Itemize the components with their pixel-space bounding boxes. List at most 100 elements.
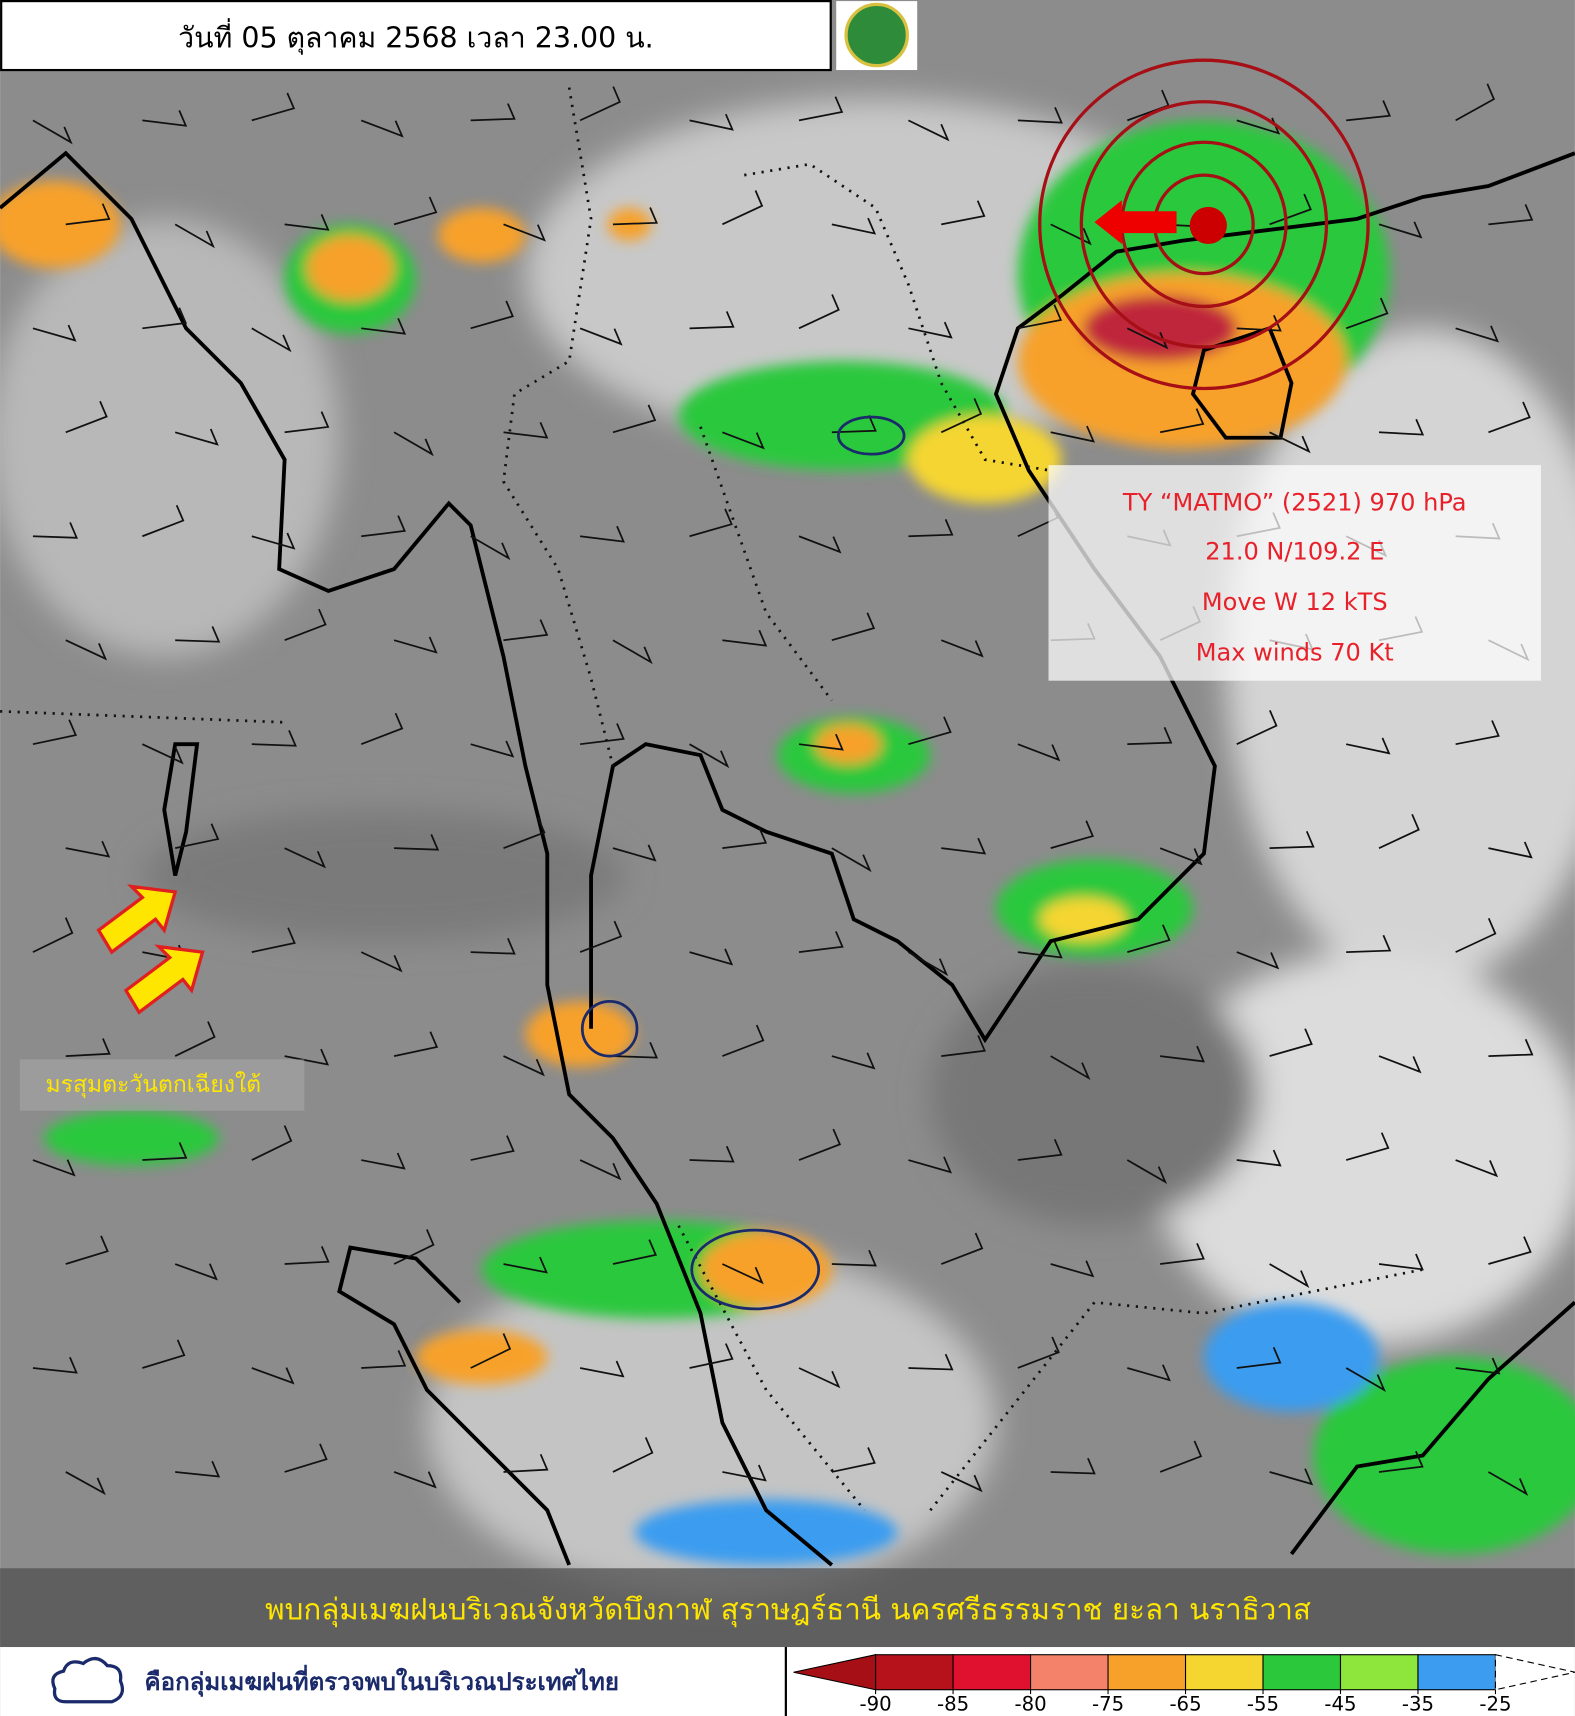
wind-barb — [1455, 83, 1496, 122]
wind-barb — [393, 636, 438, 654]
wind-barb — [65, 203, 111, 226]
wind-barb — [1050, 1055, 1091, 1081]
banner-box — [0, 1568, 1575, 1648]
wind-barb — [1488, 204, 1534, 226]
wind-barb — [722, 629, 768, 647]
wind-barb — [65, 400, 108, 434]
wind-barb — [360, 119, 404, 138]
wind-barb — [1127, 726, 1173, 746]
colorbar-segment — [1262, 1654, 1342, 1691]
banner-text: พบกลุ่มเมฆฝนบริเวณจังหวัดบึงกาฬ สุราษฎร์… — [265, 1592, 1311, 1627]
wind-barb — [1455, 720, 1500, 746]
wind-barb — [175, 1460, 221, 1478]
wind-barb — [503, 421, 549, 439]
wind-barb — [798, 1367, 841, 1389]
wind-barb — [940, 398, 983, 434]
wind-barb — [1378, 418, 1425, 436]
wind-barb — [503, 1055, 545, 1077]
wind-barb — [689, 311, 735, 330]
wind-barb — [1455, 917, 1497, 953]
wind-barb — [32, 522, 79, 539]
wind-barb — [174, 428, 219, 446]
wind-barb — [393, 431, 434, 457]
header-box — [0, 0, 832, 72]
wind-barb — [1378, 1450, 1424, 1473]
monsoon-label: มรสุมตะวันตกเฉียงใต้ — [45, 1071, 261, 1098]
wind-barb — [32, 719, 77, 746]
colorbar-segment — [1107, 1654, 1187, 1691]
wind-barb — [1345, 1132, 1390, 1161]
wind-barb — [1159, 847, 1203, 866]
wind-barb — [175, 626, 221, 643]
wind-barb — [689, 113, 734, 131]
wind-barb — [907, 951, 949, 977]
wind-barb — [579, 327, 623, 346]
wind-barb — [32, 1159, 76, 1177]
colorbar-tick-label: -45 — [1324, 1693, 1356, 1716]
wind-barb — [1126, 327, 1169, 350]
wind-barb — [284, 214, 330, 231]
wind-barb — [1488, 841, 1533, 859]
wind-barb — [65, 1235, 109, 1265]
wind-barb — [612, 844, 657, 862]
wind-barb — [1346, 100, 1391, 122]
wind-barb — [831, 1447, 876, 1473]
wind-barb — [798, 294, 840, 330]
wind-barb — [908, 519, 954, 538]
wind-barb — [722, 190, 764, 226]
wind-barb — [65, 1038, 111, 1057]
wind-barb — [470, 103, 516, 122]
wind-barb — [142, 307, 188, 330]
colorbar-tick-label: -80 — [1014, 1693, 1046, 1716]
wind-barb — [612, 1041, 659, 1059]
wind-barb — [1236, 314, 1282, 332]
wind-barb — [32, 324, 77, 342]
wind-barb — [470, 535, 511, 561]
wind-barb — [360, 951, 403, 973]
colorbar-segment — [875, 1654, 954, 1691]
wind-barb — [470, 1333, 512, 1369]
wind-barb — [1346, 934, 1392, 953]
colorbar-tick-label: -55 — [1247, 1693, 1279, 1716]
colorbar-segment — [1417, 1654, 1497, 1691]
wind-barb — [503, 1453, 549, 1473]
wind-barb — [361, 515, 406, 538]
legend-cloud-icon — [51, 1656, 125, 1704]
wind-barb — [174, 1021, 216, 1057]
wind-barb — [174, 223, 215, 249]
wind-barb — [689, 948, 734, 966]
wind-barb — [65, 840, 111, 858]
wind-barb — [612, 1437, 654, 1473]
wind-barb — [251, 927, 296, 953]
wind-barb — [1236, 1149, 1282, 1167]
wind-barb — [393, 1471, 437, 1489]
wind-barb — [32, 119, 73, 145]
wind-barb — [142, 110, 188, 127]
wind-barb — [1488, 1236, 1532, 1265]
wind-barb — [1236, 1346, 1282, 1369]
wind-barb — [284, 1443, 328, 1473]
wind-barb — [32, 1356, 78, 1374]
wind-barb — [174, 1263, 218, 1281]
wind-barb — [689, 1343, 734, 1369]
wind-barb — [284, 847, 327, 869]
wind-barb — [1127, 924, 1171, 953]
wind-barb — [579, 1360, 625, 1378]
colorbar-tick-label: -25 — [1479, 1693, 1511, 1716]
wind-barb — [831, 612, 876, 642]
wind-barb — [1378, 813, 1420, 849]
wind-barb — [722, 827, 768, 850]
wind-barb — [65, 639, 108, 661]
wind-barb — [1017, 941, 1063, 959]
wind-barb — [798, 733, 844, 751]
colorbar-segment — [1030, 1654, 1109, 1691]
colorbar-segment — [952, 1654, 1032, 1691]
colorbar-tick-label: -75 — [1092, 1693, 1124, 1716]
storm-info-line: Move W 12 kTS — [1202, 588, 1388, 616]
wind-barb — [1160, 1243, 1205, 1265]
wind-barb — [1017, 743, 1061, 762]
wind-barb — [580, 723, 625, 746]
wind-barb — [831, 415, 877, 434]
wind-barb — [1488, 1038, 1534, 1057]
